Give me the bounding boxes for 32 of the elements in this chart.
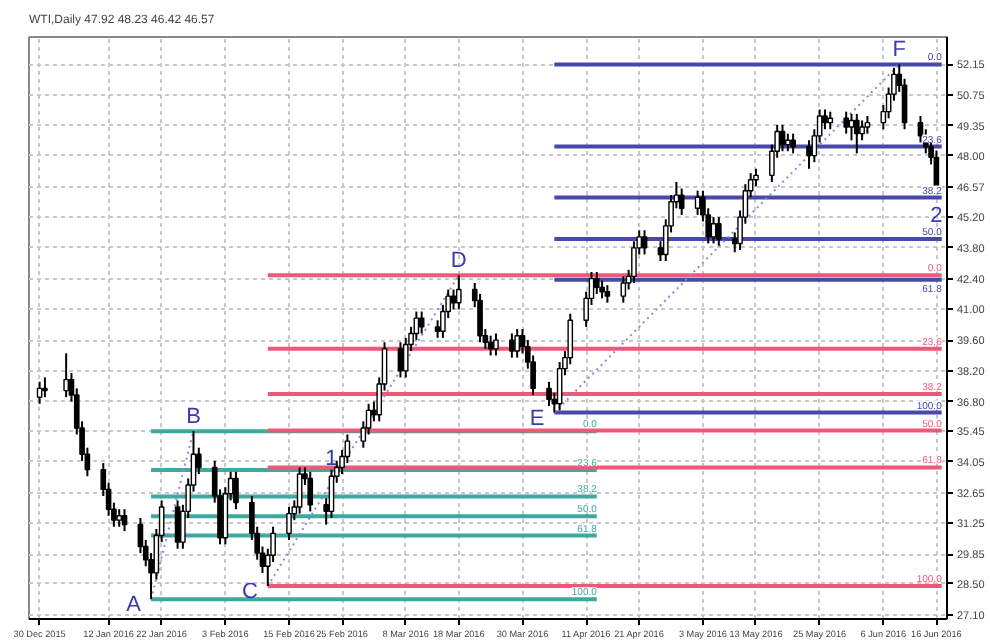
- candlestick: [286, 505, 292, 541]
- candlestick: [710, 216, 717, 245]
- candlestick: [42, 376, 48, 399]
- annotation: 2: [930, 203, 943, 228]
- annotation: F: [892, 38, 907, 63]
- candlestick: [397, 341, 404, 379]
- candlestick: [63, 352, 69, 399]
- candlestick: [790, 132, 796, 155]
- candlestick: [678, 187, 685, 216]
- annotation: A: [126, 593, 143, 618]
- annotation: B: [186, 405, 201, 430]
- candlestick: [620, 275, 627, 304]
- annotation: E: [529, 406, 545, 431]
- annotation: D: [450, 249, 467, 274]
- candlestick: [641, 229, 648, 256]
- candlestick: [514, 328, 521, 359]
- candlestick: [593, 271, 600, 295]
- candlestick: [296, 466, 303, 515]
- candlestick: [493, 332, 499, 357]
- candlestick: [716, 216, 722, 247]
- candlestick: [455, 274, 462, 311]
- candlestick: [853, 112, 860, 155]
- candlestick: [546, 380, 552, 407]
- candlestick: [843, 110, 849, 135]
- candlestick: [307, 470, 314, 513]
- candlestick: [487, 334, 494, 357]
- candlestick: [509, 332, 515, 359]
- candlestick: [174, 499, 181, 550]
- candlestick: [418, 310, 425, 335]
- annotation: 1: [325, 447, 338, 472]
- candlestick: [233, 470, 239, 511]
- candlestick: [848, 112, 855, 142]
